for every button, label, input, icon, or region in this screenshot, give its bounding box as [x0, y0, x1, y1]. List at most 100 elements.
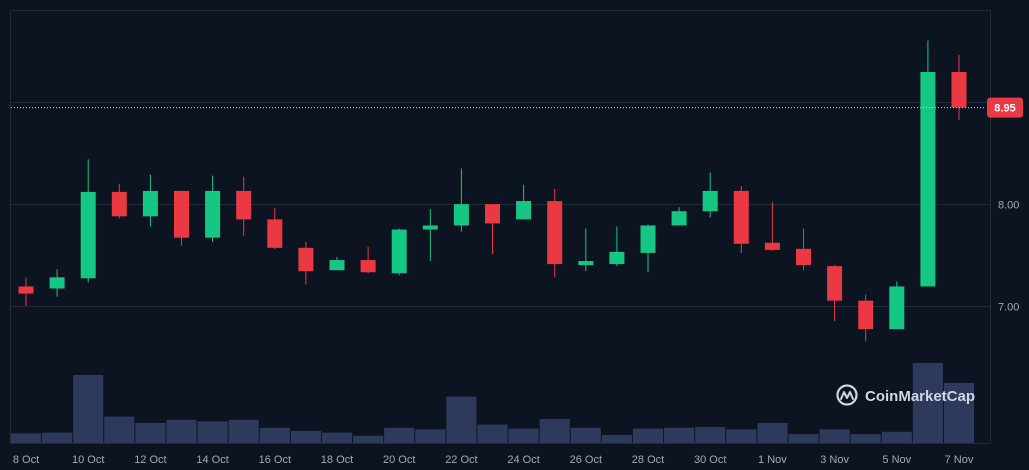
x-tick-label: 18 Oct [321, 454, 353, 466]
volume-bar [73, 375, 104, 443]
volume-bar [850, 434, 881, 443]
x-tick-label: 3 Nov [820, 454, 849, 466]
volume-bar [632, 428, 664, 443]
x-tick-label: 8 Oct [13, 454, 39, 466]
current-price-line: 8.95 [11, 97, 1023, 118]
candle [951, 54, 967, 120]
candle [111, 183, 127, 219]
volume-bar [570, 427, 601, 443]
volume-bar [943, 383, 975, 443]
candle-body [236, 190, 252, 220]
candle [298, 241, 314, 285]
candle [671, 207, 687, 226]
candle-body [267, 219, 283, 248]
y-tick-label: 7.00 [998, 302, 1019, 314]
candle-body [796, 248, 811, 266]
watermark: CoinMarketCap [836, 384, 975, 406]
candle-body [422, 225, 438, 230]
candle [80, 159, 96, 283]
candle [391, 228, 407, 276]
x-tick-label: 14 Oct [196, 454, 228, 466]
candle [640, 224, 656, 273]
volume-bar [384, 427, 415, 443]
x-tick-label: 24 Oct [507, 454, 539, 466]
volume-bar [819, 429, 850, 443]
candle [360, 246, 376, 274]
candle [578, 228, 594, 272]
volume-bar [664, 427, 695, 443]
volume-bar [601, 435, 632, 443]
x-tick-label: 22 Oct [445, 454, 477, 466]
volume-bar [415, 429, 446, 443]
candle-body [920, 71, 936, 287]
candle-body [205, 190, 221, 238]
candle [764, 202, 780, 251]
candle-body [516, 201, 532, 220]
candle [547, 188, 563, 278]
volume-bar [446, 396, 477, 443]
candle-body [764, 242, 780, 250]
volume-bar [104, 416, 135, 443]
candles [18, 40, 967, 342]
volume-bars [10, 363, 975, 443]
candle [796, 228, 811, 271]
volume-bar [695, 427, 726, 443]
candle-body [111, 191, 127, 217]
volume-bar [290, 431, 321, 443]
volume-bar [788, 434, 819, 443]
candle [702, 172, 718, 218]
candle-body [858, 300, 874, 330]
coinmarketcap-logo-icon [836, 384, 858, 406]
x-tick-label: 16 Oct [259, 454, 291, 466]
volume-bar [477, 424, 508, 443]
current-price-badge [987, 97, 1023, 118]
candle-body [49, 277, 65, 289]
volume-bar [912, 363, 943, 443]
candle [174, 190, 189, 246]
volume-bar [10, 433, 42, 443]
candle [453, 168, 469, 232]
x-tick-label: 12 Oct [134, 454, 166, 466]
volume-bar [259, 427, 290, 443]
volume-bar [508, 428, 539, 443]
volume-bar [197, 421, 228, 443]
candle [18, 277, 34, 306]
candle-body [329, 260, 345, 271]
candle-body [80, 191, 96, 279]
volume-bar [353, 435, 384, 443]
volume-bar [166, 419, 197, 443]
candle-body [485, 204, 500, 224]
candle-body [298, 247, 314, 272]
candle-body [733, 190, 749, 244]
x-tick-label: 26 Oct [570, 454, 602, 466]
candle-body [889, 286, 905, 330]
candle-body [453, 204, 469, 226]
candle-body [951, 71, 967, 108]
candle [609, 226, 625, 267]
volume-bar [881, 431, 912, 443]
x-tick-label: 20 Oct [383, 454, 415, 466]
volume-bar [539, 419, 570, 443]
candle-body [360, 260, 376, 273]
candle [889, 281, 905, 330]
x-tick-label: 1 Nov [758, 454, 787, 466]
candle [236, 176, 252, 236]
candle [858, 294, 874, 342]
volume-bar [321, 432, 353, 443]
candle [49, 269, 65, 297]
candle [733, 185, 749, 253]
candle-body [391, 229, 407, 274]
candle-body [174, 190, 189, 238]
volume-bar [135, 423, 166, 443]
volume-bar [228, 419, 259, 443]
x-tick-label: 7 Nov [945, 454, 974, 466]
x-axis: 8 Oct 10 Oct 12 Oct 14 Oct 16 Oct 18 Oct 20 Oc… [13, 454, 974, 466]
y-tick-label: 8.00 [998, 200, 1019, 212]
candle [329, 256, 345, 271]
candle-body [827, 266, 843, 301]
candle-body [578, 261, 594, 266]
candle [827, 265, 843, 322]
